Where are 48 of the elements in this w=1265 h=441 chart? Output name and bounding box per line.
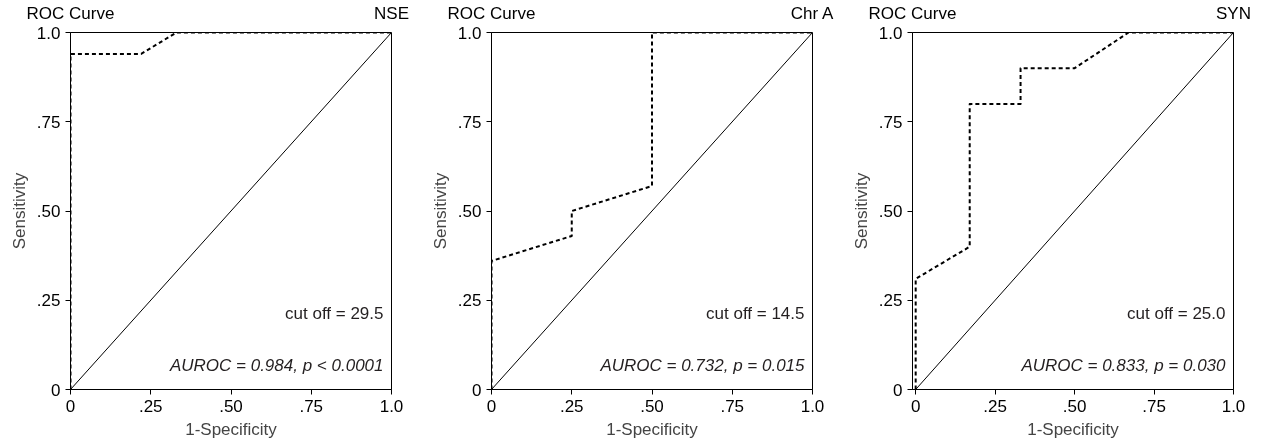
x-tick-label: .75 — [299, 396, 324, 416]
x-tick-label: 1.0 — [1221, 396, 1246, 416]
y-axis-title: Sensitivity — [430, 172, 450, 250]
chart-subtitle: Chr A — [790, 3, 834, 23]
annotation: AUROC = 0.984, p < 0.0001 — [168, 355, 384, 375]
annotation: AUROC = 0.833, p = 0.030 — [1020, 355, 1227, 375]
annotation: AUROC = 0.732, p = 0.015 — [599, 355, 806, 375]
chart-title: ROC Curve — [26, 3, 115, 23]
x-tick-label: .75 — [1142, 396, 1166, 416]
y-axis-title: Sensitivity — [9, 172, 29, 250]
x-tick-label: .50 — [640, 396, 664, 416]
y-tick-label: 1.0 — [36, 23, 61, 43]
y-tick-label: .50 — [878, 202, 903, 221]
x-tick-label: .25 — [138, 396, 163, 416]
y-tick-label: 0 — [472, 380, 482, 400]
y-tick-label: 1.0 — [457, 23, 482, 43]
y-tick-label: .75 — [457, 112, 482, 132]
y-tick-label: 1.0 — [878, 23, 903, 43]
x-tick-label: .25 — [559, 396, 584, 416]
x-tick-label: 0 — [65, 396, 76, 416]
annotation: cut off = 29.5 — [285, 303, 384, 323]
x-axis-title: 1-Specificity — [606, 419, 699, 439]
chart-title: ROC Curve — [447, 3, 536, 23]
x-tick-label: .25 — [983, 396, 1007, 416]
x-tick-label: .50 — [1062, 396, 1087, 416]
x-axis-title: 1-Specificity — [185, 419, 278, 439]
x-tick-label: 1.0 — [379, 396, 404, 416]
y-tick-label: .50 — [36, 202, 61, 221]
annotation: cut off = 25.0 — [1127, 303, 1226, 323]
x-axis-title: 1-Specificity — [1027, 419, 1120, 439]
y-tick-label: .50 — [457, 202, 482, 221]
chart-subtitle: NSE — [374, 3, 409, 23]
y-tick-label: 0 — [893, 380, 903, 400]
chart-title: ROC Curve — [868, 3, 957, 23]
y-tick-label: .75 — [36, 112, 61, 132]
chart-subtitle: SYN — [1216, 3, 1251, 23]
annotation: cut off = 14.5 — [706, 303, 805, 323]
x-tick-label: 1.0 — [800, 396, 825, 416]
y-tick-label: 0 — [51, 380, 61, 400]
x-tick-label: .50 — [219, 396, 243, 416]
y-tick-label: .25 — [36, 291, 61, 311]
x-tick-label: .75 — [720, 396, 745, 416]
x-tick-label: 0 — [910, 396, 921, 416]
y-tick-label: .25 — [457, 291, 482, 311]
y-tick-label: .25 — [878, 291, 903, 311]
y-tick-label: .75 — [878, 112, 903, 132]
y-axis-title: Sensitivity — [851, 172, 871, 250]
x-tick-label: 0 — [486, 396, 497, 416]
